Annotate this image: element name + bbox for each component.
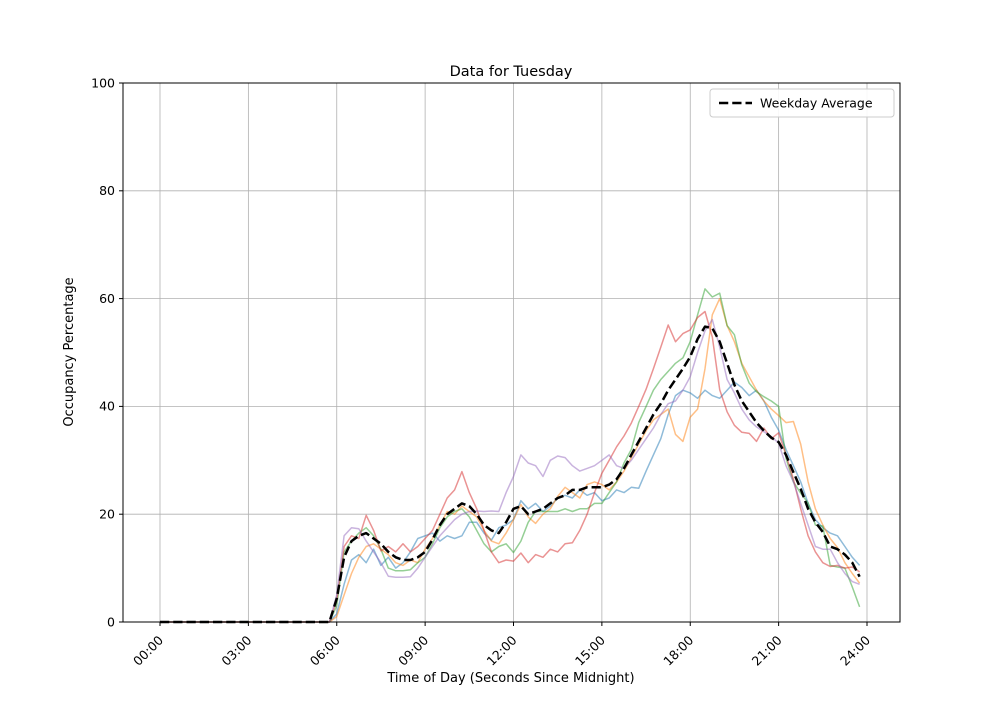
y-tick-label: 40 (99, 399, 115, 414)
chart-title: Data for Tuesday (450, 64, 573, 80)
x-axis-label: Time of Day (Seconds Since Midnight) (386, 671, 634, 686)
y-tick-label: 60 (99, 291, 115, 306)
plot-area (123, 83, 900, 622)
axes-spines (122, 82, 901, 623)
tick-marks (119, 82, 868, 626)
legend-label: Weekday Average (760, 96, 873, 111)
y-tick-label: 80 (99, 183, 115, 198)
y-tick-label: 100 (91, 75, 115, 90)
series-line-Weekday Average (160, 325, 861, 624)
y-axis-label: Occupancy Percentage (62, 277, 77, 426)
legend: Weekday Average (709, 88, 895, 118)
y-tick-label: 20 (99, 507, 115, 522)
legend-box (709, 88, 895, 118)
y-tick-label: 0 (107, 614, 115, 629)
